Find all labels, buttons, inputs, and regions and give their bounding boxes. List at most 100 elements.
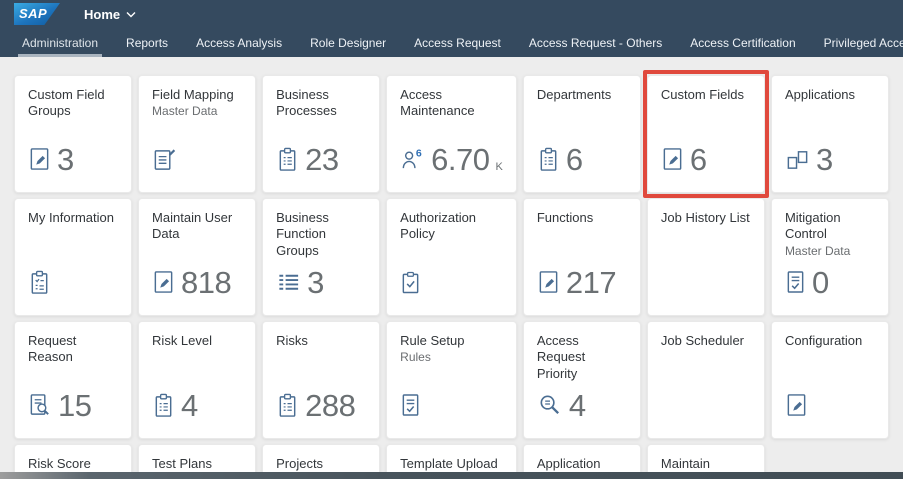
sap-logo-text: SAP: [19, 6, 48, 21]
tile-kpi: 23: [276, 141, 366, 177]
tile-title: Job History List: [660, 210, 750, 225]
tile-value: 6.70: [431, 141, 490, 177]
form-clipboard-icon: [28, 269, 51, 296]
svg-text:6: 6: [416, 147, 422, 159]
tile-title: Configuration: [784, 333, 863, 348]
tab-access-request-others[interactable]: Access Request - Others: [528, 35, 663, 50]
tile-configuration[interactable]: Configuration: [770, 321, 889, 439]
tile-my-information[interactable]: My Information: [14, 198, 133, 316]
tile-access-maintenance[interactable]: Access Maintenance 6 6.70 K: [386, 75, 517, 193]
tile-value: 3: [815, 141, 833, 177]
document-check-icon: [400, 392, 421, 418]
tile-kpi: 4: [537, 387, 627, 423]
tile-kpi: [785, 387, 875, 423]
tile-functions[interactable]: Functions 217: [522, 198, 641, 316]
clipboard-check-icon: [400, 270, 421, 295]
tab-access-certification[interactable]: Access Certification: [690, 35, 796, 50]
tab-administration[interactable]: Administration: [8, 28, 112, 57]
applications-icon: [785, 146, 810, 173]
tile-title: Risk Level: [152, 333, 213, 348]
tile-value: 3: [57, 141, 74, 177]
tile-kpi: 15: [28, 387, 118, 423]
tile-kpi: 3: [785, 141, 875, 177]
tile-title: Custom Field Groups: [28, 87, 105, 119]
clipboard-icon: [276, 392, 299, 419]
tile-value: 217: [565, 264, 617, 300]
tile-title: Functions: [536, 210, 594, 225]
tile-field-mapping[interactable]: Field Mapping Master Data: [138, 75, 257, 193]
tile-authorization-policy[interactable]: Authorization Policy: [386, 198, 517, 316]
nav-tabbar: Administration Reports Access Analysis Role…: [0, 28, 903, 57]
tile-value: 0: [811, 264, 829, 300]
shell-topbar: SAP Home: [0, 0, 903, 28]
tile-kpi: 3: [276, 264, 366, 300]
list-icon: [276, 269, 301, 296]
tile-custom-fields[interactable]: Custom Fields 6: [642, 70, 769, 198]
tile-value-suffix: K: [495, 161, 503, 173]
chevron-down-icon: [126, 11, 136, 18]
tile-title: Custom Fields: [660, 87, 744, 102]
edit-document-icon: [28, 146, 51, 173]
tile-business-function-groups[interactable]: Business Function Groups 3: [262, 198, 381, 316]
tile-business-processes[interactable]: Business Processes 23: [262, 75, 381, 193]
tile-risk-level[interactable]: Risk Level 4: [138, 321, 257, 439]
clipboard-icon: [276, 146, 299, 173]
tile-kpi: 6: [537, 141, 627, 177]
tile-title: Template Upload: [400, 456, 498, 471]
tab-privileged-access-management[interactable]: Privileged Access Management: [823, 35, 903, 50]
tile-job-scheduler[interactable]: Job Scheduler: [646, 321, 765, 439]
edit-document-icon: [661, 146, 684, 173]
tile-title: Rule Setup: [400, 333, 465, 348]
tile-kpi: 818: [152, 264, 242, 300]
tile-title: Applications: [784, 87, 856, 102]
tile-kpi: [152, 141, 242, 177]
tile-kpi: 4: [152, 387, 242, 423]
tile-risks[interactable]: Risks 288: [262, 321, 381, 439]
tile-mitigation-control[interactable]: Mitigation Control Master Data 0: [770, 198, 889, 316]
tile-rule-setup[interactable]: Rule Setup Rules: [386, 321, 517, 439]
home-menu-label: Home: [84, 6, 121, 22]
tile-kpi: 6: [661, 141, 751, 177]
tile-applications[interactable]: Applications 3: [770, 75, 889, 193]
clipboard-icon: [537, 146, 560, 173]
tile-value: 818: [181, 264, 232, 300]
tab-reports[interactable]: Reports: [126, 35, 169, 50]
tile-departments[interactable]: Departments 6: [522, 75, 641, 193]
tile-title: Departments: [536, 87, 612, 102]
sap-logo: SAP: [14, 3, 60, 25]
tile-title: Job Scheduler: [660, 333, 745, 348]
tile-value: 23: [305, 141, 339, 177]
tile-title: Field Mapping: [152, 87, 234, 102]
edit-document-icon: [785, 392, 808, 419]
launchpad-content: Custom Field Groups 3 Field Mapping Master …: [0, 57, 903, 479]
tile-job-history-list[interactable]: Job History List: [646, 198, 765, 316]
create-form-icon: [152, 146, 177, 173]
home-menu-button[interactable]: Home: [84, 7, 136, 22]
tile-title: Test Plans: [152, 456, 213, 471]
tile-title: Risks: [276, 333, 308, 348]
tile-value: 6: [565, 141, 583, 177]
tile-title: Mitigation Control: [784, 210, 841, 242]
tab-access-analysis[interactable]: Access Analysis: [196, 35, 283, 50]
tile-title: Business Processes: [276, 87, 337, 119]
tile-value: 4: [181, 387, 198, 423]
tab-access-request[interactable]: Access Request: [414, 35, 501, 50]
tile-title: Business Function Groups: [276, 210, 329, 258]
tab-role-designer[interactable]: Role Designer: [310, 35, 387, 50]
tile-custom-field-groups[interactable]: Custom Field Groups 3: [14, 75, 133, 193]
tile-subtitle: Rules: [400, 350, 431, 365]
tile-title: Request Reason: [28, 333, 77, 365]
tile-value: 6: [689, 141, 707, 177]
tile-title: My Information: [28, 210, 114, 225]
tile-value: 3: [307, 264, 324, 300]
tile-access-request-priority[interactable]: Access Request Priority 4: [522, 321, 641, 439]
tile-kpi: [400, 264, 503, 300]
tile-title: Authorization Policy: [400, 210, 477, 242]
tile-request-reason[interactable]: Request Reason 15: [14, 321, 133, 439]
tile-kpi: 217: [537, 264, 627, 300]
tile-value: 15: [58, 387, 92, 423]
tile-kpi: 6 6.70 K: [400, 141, 503, 177]
tile-title: Access Request Priority: [536, 333, 586, 381]
tile-maintain-user-data[interactable]: Maintain User Data 818: [138, 198, 257, 316]
tile-subtitle: Master Data: [784, 243, 851, 258]
